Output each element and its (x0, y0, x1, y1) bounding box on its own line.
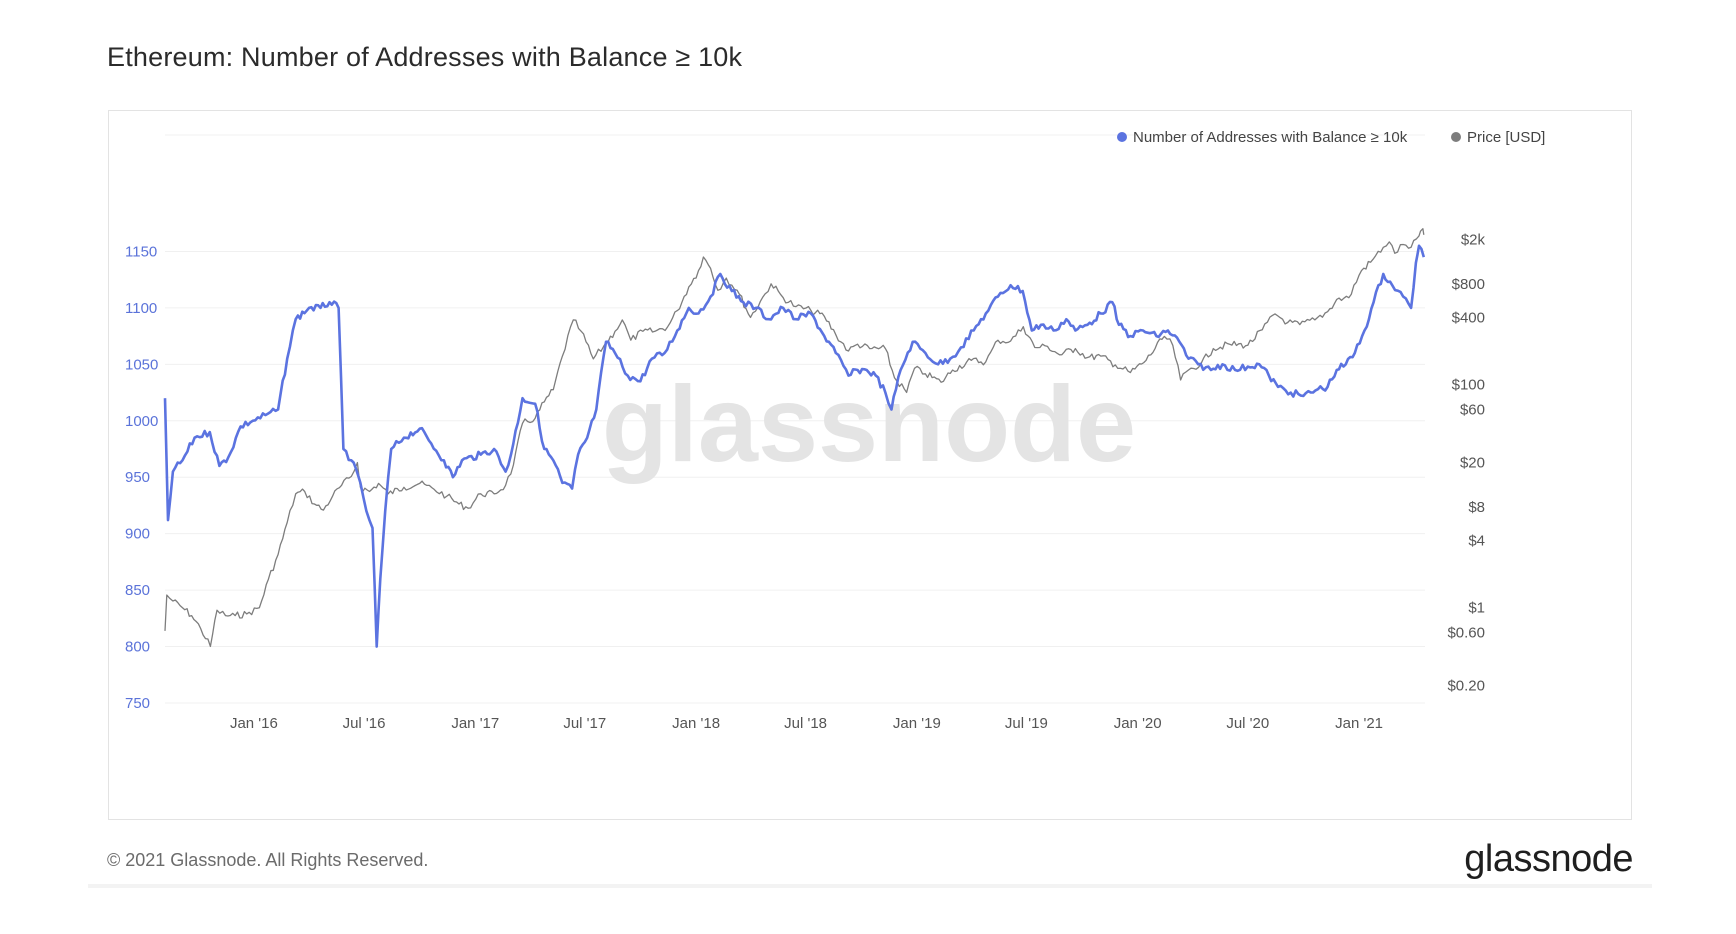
y-left-tick-label: 1150 (125, 243, 157, 260)
y-left-tick-label: 800 (125, 639, 150, 656)
series-layer (163, 228, 1426, 648)
x-tick-label: Jul '16 (343, 715, 386, 732)
x-tick-label: Jan '20 (1114, 715, 1162, 732)
y-right-tick-label: $60 (1460, 401, 1485, 418)
x-tick-label: Jan '21 (1335, 715, 1383, 732)
legend-label-addresses: Number of Addresses with Balance ≥ 10k (1133, 129, 1408, 146)
y-left-tick-label: 950 (125, 469, 150, 486)
y-left-tick-label: 1050 (125, 356, 158, 373)
y-left-tick-label: 1100 (125, 300, 157, 317)
y-axis-left: 750 800 850 900 950 1000 1050 1100 1150 (125, 243, 158, 712)
footer-rule (88, 884, 1652, 888)
legend[interactable]: Number of Addresses with Balance ≥ 10k Pr… (1117, 129, 1545, 146)
x-tick-label: Jan '19 (893, 715, 941, 732)
y-right-tick-label: $400 (1452, 309, 1485, 326)
chart-title: Ethereum: Number of Addresses with Balan… (107, 42, 743, 72)
x-axis: Jan '16 Jul '16 Jan '17 Jul '17 Jan '18 Jul '… (230, 715, 1383, 732)
y-right-tick-label: $4 (1468, 533, 1485, 550)
y-left-tick-label: 1000 (125, 413, 158, 430)
y-right-tick-label: $2k (1461, 231, 1486, 248)
x-tick-label: Jan '17 (451, 715, 499, 732)
y-left-tick-label: 850 (125, 582, 150, 599)
copyright-text: © 2021 Glassnode. All Rights Reserved. (107, 850, 429, 870)
y-right-tick-label: $800 (1452, 276, 1485, 293)
y-right-tick-label: $100 (1452, 377, 1485, 394)
price-series-line (164, 228, 1425, 648)
x-tick-label: Jan '16 (230, 715, 278, 732)
legend-label-price: Price [USD] (1467, 129, 1545, 146)
legend-swatch-addresses (1117, 132, 1127, 142)
x-tick-label: Jul '20 (1226, 715, 1269, 732)
y-left-tick-label: 750 (125, 695, 150, 712)
x-tick-label: Jul '19 (1005, 715, 1048, 732)
y-left-tick-label: 900 (125, 526, 150, 543)
y-right-tick-label: $20 (1460, 455, 1485, 472)
addresses-series-line (163, 244, 1426, 648)
glassnode-logo[interactable]: glassnode (1464, 838, 1633, 880)
y-right-tick-label: $0.20 (1447, 678, 1485, 695)
y-right-tick-label: $8 (1468, 499, 1485, 516)
x-tick-label: Jul '17 (563, 715, 606, 732)
y-axis-right: $0.20 $0.60 $1 $4 $8 $20 $60 $100 $400 $800 $2k (1447, 231, 1485, 694)
y-right-tick-label: $0.60 (1447, 624, 1485, 641)
legend-swatch-price (1451, 132, 1461, 142)
watermark: glassnode (602, 363, 1136, 484)
chart-frame: glassnode 750 800 850 900 950 1000 1050 1100 115… (108, 110, 1632, 820)
y-right-tick-label: $1 (1468, 600, 1485, 617)
x-tick-label: Jan '18 (672, 715, 720, 732)
chart-svg: glassnode 750 800 850 900 950 1000 1050 1100 115… (125, 129, 1545, 732)
x-tick-label: Jul '18 (784, 715, 827, 732)
